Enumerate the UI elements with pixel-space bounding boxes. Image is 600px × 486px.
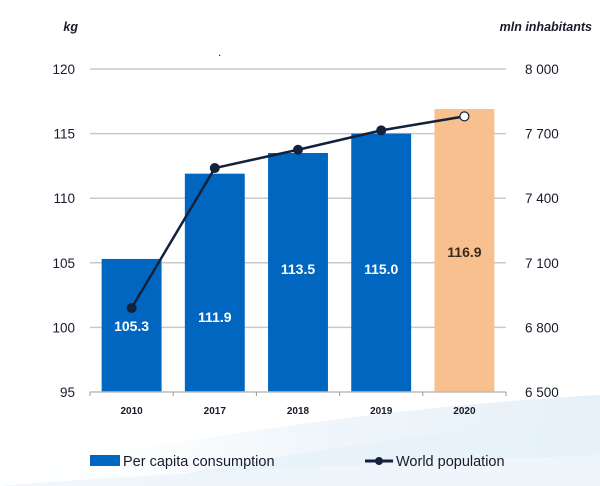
bar-2020 (434, 109, 495, 392)
legend: Per capita consumption World population (90, 454, 505, 470)
bar-value-label: 116.9 (447, 244, 481, 260)
right-tick-label: 6 500 (525, 385, 559, 400)
x-tick-label: 2018 (287, 406, 310, 417)
axis-ticks: 95 100 105 110 115 120 6 500 6 800 7 100 7 400 7 7… (52, 62, 558, 417)
legend-swatch-bar (90, 455, 120, 466)
bar-value-label: 113.5 (281, 261, 315, 277)
legend-label-per-capita: Per capita consumption (123, 454, 275, 470)
bar-2010 (101, 258, 162, 392)
left-tick-label: 110 (53, 191, 75, 206)
population-line (126, 111, 470, 314)
bar-value-label: 105.3 (114, 318, 149, 334)
left-tick-label: 100 (52, 320, 75, 335)
stray-mark: . (218, 45, 221, 59)
legend-item-per-capita[interactable]: Per capita consumption (90, 454, 275, 470)
right-tick-label: 7 100 (525, 256, 559, 271)
left-axis-unit: kg (63, 20, 78, 34)
right-tick-label: 7 400 (525, 191, 559, 206)
left-tick-label: 105 (52, 256, 75, 271)
right-axis-unit: mln inhabitants (500, 20, 592, 34)
bar-2017 (184, 173, 245, 392)
x-tick-label: 2010 (120, 406, 143, 417)
left-tick-label: 120 (52, 62, 75, 77)
bar-value-label: 111.9 (198, 309, 232, 325)
x-tick-label: 2019 (370, 406, 393, 417)
bars: 105.3 111.9 113.5 115.0 116.9 (101, 109, 495, 392)
population-marker-2017 (209, 163, 220, 174)
legend-swatch-marker (375, 457, 383, 465)
bar-value-label: 115.0 (364, 261, 398, 277)
bar-2018 (268, 152, 328, 392)
population-marker-2010 (126, 303, 137, 314)
right-tick-label: 7 700 (525, 127, 559, 142)
x-tick-label: 2017 (204, 406, 227, 417)
x-tick-label: 2020 (453, 406, 476, 417)
left-tick-label: 95 (60, 385, 75, 400)
right-tick-label: 6 800 (525, 320, 559, 335)
population-marker-2020 (459, 111, 470, 122)
bar-2019 (351, 133, 412, 392)
population-marker-2018 (293, 144, 303, 155)
left-tick-label: 115 (53, 127, 75, 142)
right-tick-label: 8 000 (525, 62, 559, 77)
population-marker-2019 (376, 125, 387, 136)
legend-item-world-population[interactable]: World population (365, 454, 505, 470)
legend-label-world-population: World population (396, 454, 505, 470)
